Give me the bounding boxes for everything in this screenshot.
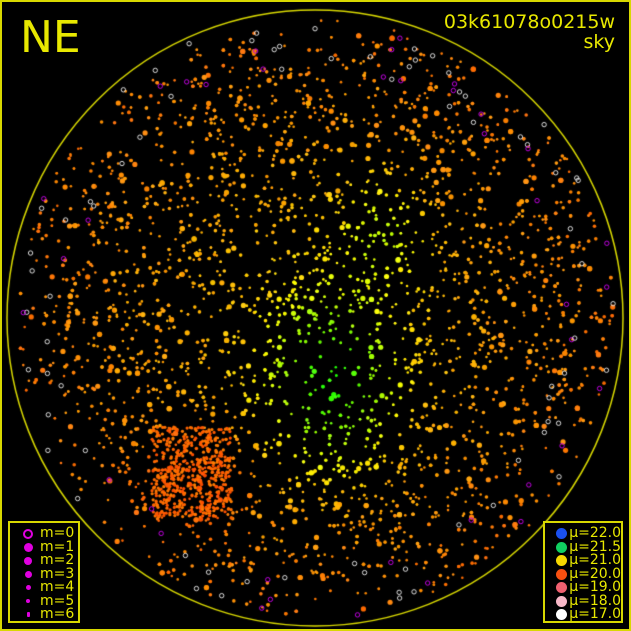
color-swatch-icon bbox=[553, 595, 569, 607]
magnitude-label: m=3 bbox=[40, 565, 75, 582]
brightness-legend-item: μ=21.5 bbox=[553, 538, 621, 555]
star-marker-icon bbox=[16, 556, 40, 565]
color-swatch-icon bbox=[553, 555, 569, 567]
magnitude-legend: m=0 m=1 m=2 m=3 m=4 m=5 m=6 bbox=[8, 521, 80, 623]
brightness-label: μ=21.5 bbox=[569, 538, 621, 555]
star-marker-icon bbox=[16, 585, 40, 591]
camera-mode: sky bbox=[583, 31, 615, 53]
magnitude-legend-item: m=2 bbox=[16, 552, 78, 569]
star-marker-icon bbox=[16, 528, 40, 539]
star-marker-icon bbox=[16, 570, 40, 578]
direction-label: NE bbox=[20, 12, 81, 63]
star-marker-icon bbox=[16, 542, 40, 552]
magnitude-label: m=6 bbox=[40, 606, 75, 623]
star-marker-icon bbox=[16, 612, 40, 618]
magnitude-label: m=4 bbox=[40, 579, 75, 596]
magnitude-label: m=2 bbox=[40, 552, 75, 569]
brightness-legend-item: μ=21.0 bbox=[553, 552, 621, 569]
magnitude-legend-item: m=6 bbox=[16, 606, 78, 623]
magnitude-label: m=0 bbox=[40, 525, 75, 542]
brightness-label: μ=22.0 bbox=[569, 525, 621, 542]
magnitude-legend-item: m=5 bbox=[16, 592, 78, 609]
magnitude-legend-item: m=0 bbox=[16, 525, 78, 542]
magnitude-legend-item: m=4 bbox=[16, 579, 78, 596]
magnitude-legend-item: m=3 bbox=[16, 565, 78, 582]
brightness-label: μ=20.0 bbox=[569, 565, 621, 582]
color-swatch-icon bbox=[553, 568, 569, 580]
brightness-label: μ=21.0 bbox=[569, 552, 621, 569]
magnitude-label: m=5 bbox=[40, 592, 75, 609]
camera-info: 03k61078o0215w sky bbox=[444, 12, 615, 52]
color-swatch-icon bbox=[553, 528, 569, 540]
brightness-legend-item: μ=17.0 bbox=[553, 606, 621, 623]
color-swatch-icon bbox=[553, 609, 569, 621]
magnitude-legend-item: m=1 bbox=[16, 538, 78, 555]
brightness-label: μ=19.0 bbox=[569, 579, 621, 596]
camera-id: 03k61078o0215w bbox=[443, 11, 615, 33]
color-swatch-icon bbox=[553, 582, 569, 594]
brightness-label: μ=17.0 bbox=[569, 606, 621, 623]
brightness-label: μ=18.0 bbox=[569, 592, 621, 609]
color-swatch-icon bbox=[553, 541, 569, 553]
brightness-legend-item: μ=20.0 bbox=[553, 565, 621, 582]
brightness-legend-item: μ=22.0 bbox=[553, 525, 621, 542]
brightness-legend-item: μ=18.0 bbox=[553, 592, 621, 609]
sky-brightness-legend: μ=22.0 μ=21.5 μ=21.0 μ=20.0 μ=19.0 μ=18.0 μ=17… bbox=[543, 521, 623, 623]
brightness-legend-item: μ=19.0 bbox=[553, 579, 621, 596]
magnitude-label: m=1 bbox=[40, 538, 75, 555]
star-marker-icon bbox=[16, 599, 40, 604]
